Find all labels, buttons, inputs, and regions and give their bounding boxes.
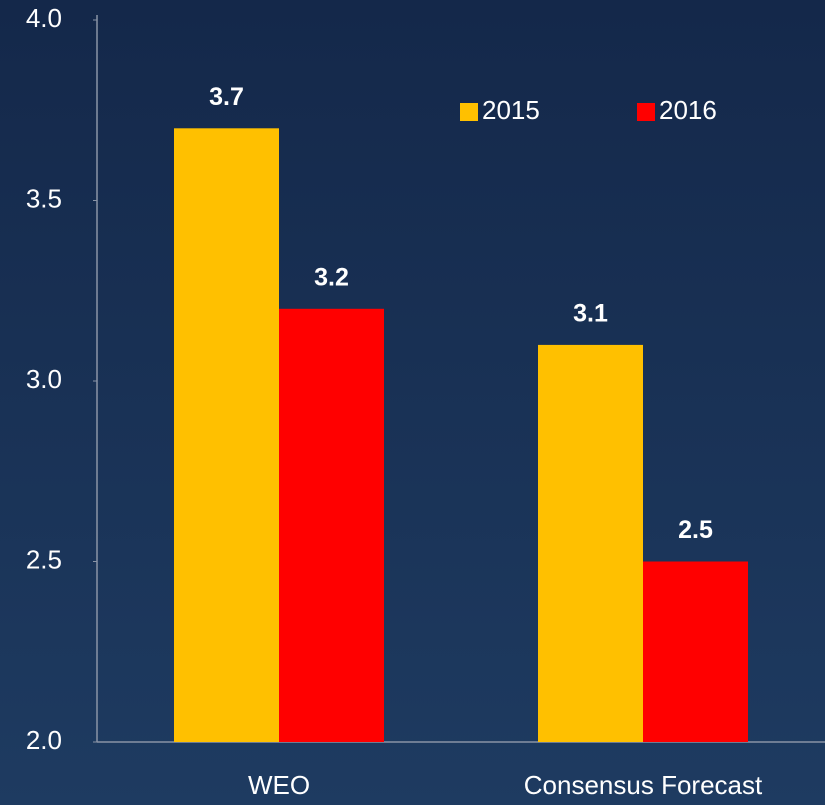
y-tick-label: 4.0 [26, 3, 62, 33]
value-label: 3.2 [314, 263, 349, 291]
x-tick-label: Consensus Forecast [524, 770, 763, 800]
y-tick-label: 3.0 [26, 364, 62, 394]
legend-label: 2015 [482, 95, 540, 125]
value-label: 2.5 [678, 516, 713, 544]
y-tick-label: 2.0 [26, 725, 62, 755]
bar [279, 308, 384, 742]
bar [643, 561, 748, 742]
legend-swatch [637, 103, 655, 121]
y-tick-label: 3.5 [26, 183, 62, 213]
x-tick-label: WEO [248, 770, 310, 800]
value-label: 3.1 [573, 300, 608, 328]
legend-label: 2016 [659, 95, 717, 125]
legend-swatch [460, 103, 478, 121]
value-label: 3.7 [209, 83, 244, 111]
y-tick-label: 2.5 [26, 544, 62, 574]
bar [174, 128, 279, 743]
bar [538, 344, 643, 742]
